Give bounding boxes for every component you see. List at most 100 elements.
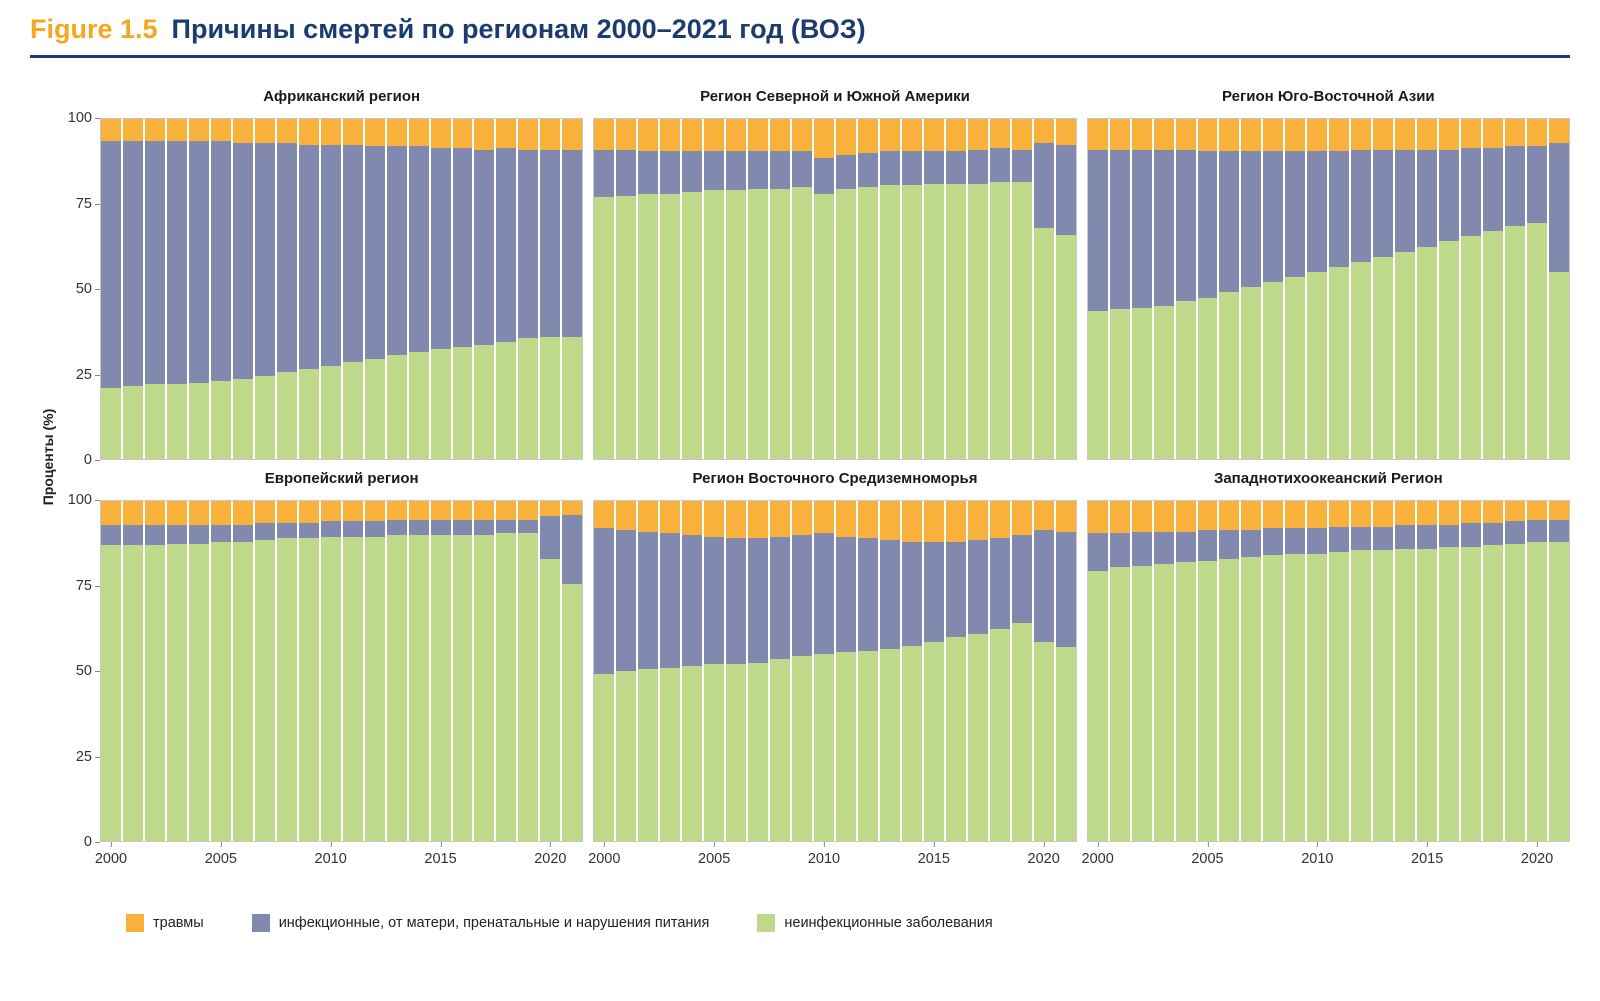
segment-injuries[interactable] (1461, 501, 1482, 524)
segment-injuries[interactable] (540, 119, 561, 150)
segment-infectious[interactable] (638, 531, 659, 670)
stacked-bar-2020[interactable] (1527, 119, 1547, 459)
segment-infectious[interactable] (1417, 524, 1438, 549)
segment-noncommunicable[interactable] (814, 654, 834, 841)
segment-infectious[interactable] (562, 149, 583, 337)
segment-injuries[interactable] (967, 119, 988, 150)
segment-infectious[interactable] (1483, 147, 1504, 232)
segment-noncommunicable[interactable] (1307, 272, 1328, 459)
segment-infectious[interactable] (879, 540, 900, 649)
segment-infectious[interactable] (967, 149, 988, 184)
segment-noncommunicable[interactable] (496, 341, 517, 459)
segment-noncommunicable[interactable] (1285, 553, 1306, 841)
segment-infectious[interactable] (901, 541, 922, 646)
segment-infectious[interactable] (704, 536, 725, 665)
segment-infectious[interactable] (188, 524, 209, 544)
stacked-bar-2011[interactable] (835, 119, 856, 459)
stacked-bar-2017[interactable] (474, 501, 495, 841)
segment-injuries[interactable] (1175, 501, 1196, 532)
stacked-bar-2017[interactable] (967, 501, 988, 841)
segment-noncommunicable[interactable] (1439, 546, 1460, 841)
stacked-bar-2014[interactable] (408, 501, 429, 841)
segment-infectious[interactable] (1329, 151, 1350, 267)
segment-injuries[interactable] (704, 501, 725, 537)
segment-noncommunicable[interactable] (660, 193, 681, 459)
stacked-bar-2014[interactable] (1395, 501, 1416, 841)
stacked-bar-2004[interactable] (682, 119, 703, 459)
stacked-bar-2016[interactable] (452, 501, 473, 841)
stacked-bar-2018[interactable] (989, 119, 1010, 459)
segment-noncommunicable[interactable] (1153, 563, 1174, 841)
stacked-bar-2012[interactable] (857, 501, 878, 841)
segment-noncommunicable[interactable] (210, 541, 231, 841)
segment-infectious[interactable] (1153, 531, 1174, 564)
stacked-bar-2003[interactable] (660, 119, 681, 459)
stacked-bar-2010[interactable] (320, 501, 341, 841)
segment-infectious[interactable] (386, 519, 407, 535)
stacked-bar-2012[interactable] (1351, 501, 1372, 841)
segment-noncommunicable[interactable] (726, 190, 747, 459)
stacked-bar-2021[interactable] (1549, 501, 1569, 841)
stacked-bar-2001[interactable] (1109, 501, 1130, 841)
segment-infectious[interactable] (320, 144, 341, 366)
stacked-bar-2009[interactable] (298, 119, 319, 459)
segment-infectious[interactable] (342, 144, 363, 363)
stacked-bar-2000[interactable] (1087, 501, 1108, 841)
segment-noncommunicable[interactable] (232, 541, 253, 841)
stacked-bar-2008[interactable] (770, 501, 791, 841)
segment-infectious[interactable] (386, 146, 407, 356)
segment-noncommunicable[interactable] (1483, 231, 1504, 459)
segment-injuries[interactable] (1175, 119, 1196, 150)
segment-injuries[interactable] (408, 119, 429, 147)
stacked-bar-2016[interactable] (945, 119, 966, 459)
segment-infectious[interactable] (1219, 529, 1240, 559)
segment-injuries[interactable] (814, 501, 834, 534)
segment-infectious[interactable] (814, 533, 834, 654)
stacked-bar-2021[interactable] (562, 501, 583, 841)
stacked-bar-2011[interactable] (342, 501, 363, 841)
segment-infectious[interactable] (835, 536, 856, 653)
segment-infectious[interactable] (1263, 528, 1284, 556)
stacked-bar-2015[interactable] (923, 119, 944, 459)
stacked-bar-2003[interactable] (660, 501, 681, 841)
stacked-bar-2019[interactable] (1011, 119, 1032, 459)
stacked-bar-2012[interactable] (857, 119, 878, 459)
stacked-bar-2012[interactable] (364, 501, 385, 841)
segment-infectious[interactable] (1197, 529, 1218, 561)
segment-infectious[interactable] (792, 151, 813, 187)
segment-infectious[interactable] (1527, 146, 1547, 223)
segment-injuries[interactable] (1263, 501, 1284, 529)
segment-noncommunicable[interactable] (210, 380, 231, 459)
stacked-bar-2005[interactable] (704, 501, 725, 841)
segment-infectious[interactable] (1307, 151, 1328, 272)
stacked-bar-2013[interactable] (1373, 119, 1394, 459)
segment-injuries[interactable] (1439, 119, 1460, 150)
segment-noncommunicable[interactable] (342, 536, 363, 841)
segment-noncommunicable[interactable] (1461, 236, 1482, 459)
segment-noncommunicable[interactable] (540, 336, 561, 459)
segment-infectious[interactable] (616, 529, 637, 671)
segment-infectious[interactable] (1417, 149, 1438, 247)
segment-noncommunicable[interactable] (1373, 550, 1394, 841)
segment-infectious[interactable] (474, 149, 495, 346)
segment-infectious[interactable] (1373, 526, 1394, 551)
stacked-bar-2012[interactable] (1351, 119, 1372, 459)
segment-infectious[interactable] (792, 535, 813, 656)
segment-noncommunicable[interactable] (101, 545, 121, 841)
segment-injuries[interactable] (616, 119, 637, 150)
segment-noncommunicable[interactable] (496, 533, 517, 841)
segment-infectious[interactable] (594, 528, 615, 675)
stacked-bar-2016[interactable] (1439, 501, 1460, 841)
stacked-bar-2005[interactable] (210, 501, 231, 841)
segment-injuries[interactable] (430, 119, 451, 148)
segment-noncommunicable[interactable] (923, 183, 944, 459)
stacked-bar-2020[interactable] (540, 501, 561, 841)
segment-infectious[interactable] (1175, 531, 1196, 563)
segment-infectious[interactable] (1329, 526, 1350, 552)
segment-injuries[interactable] (1153, 119, 1174, 150)
segment-noncommunicable[interactable] (792, 187, 813, 459)
segment-infectious[interactable] (748, 538, 769, 663)
segment-injuries[interactable] (144, 119, 165, 142)
stacked-bar-2018[interactable] (1483, 119, 1504, 459)
segment-injuries[interactable] (945, 501, 966, 542)
